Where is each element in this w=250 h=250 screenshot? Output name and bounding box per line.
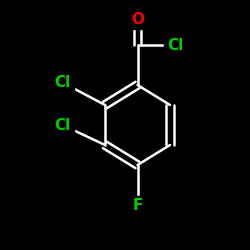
Text: Cl: Cl — [167, 38, 183, 52]
Bar — [164, 36, 186, 54]
Bar — [51, 74, 74, 91]
Text: Cl: Cl — [54, 118, 71, 132]
Bar — [130, 11, 145, 29]
Text: F: F — [132, 198, 143, 212]
Bar — [51, 116, 74, 134]
Bar — [130, 196, 145, 214]
Text: O: O — [131, 12, 144, 28]
Text: Cl: Cl — [54, 75, 71, 90]
